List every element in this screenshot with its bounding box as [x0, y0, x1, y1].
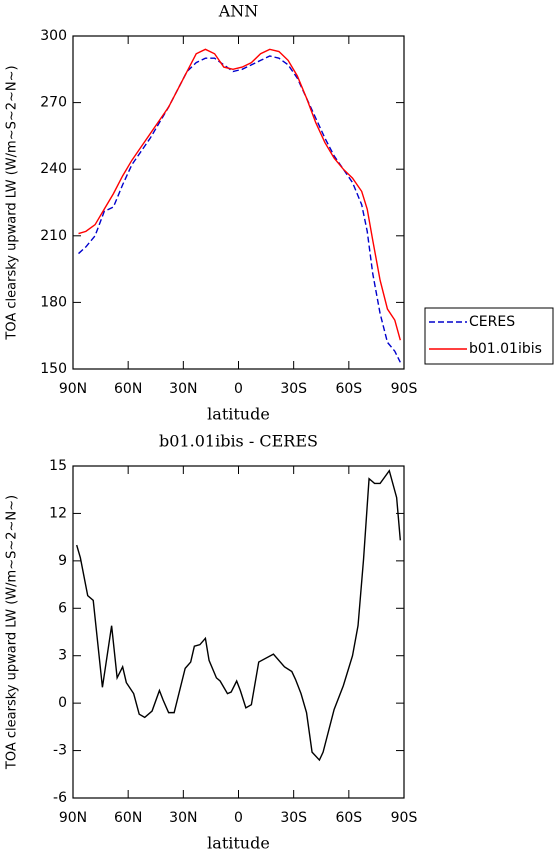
y-axis-label: TOA clearsky upward LW (W/m~S~2~N~) — [5, 495, 20, 770]
y-axis-label: TOA clearsky upward LW (W/m~S~2~N~) — [5, 65, 20, 340]
y-tick-label: 150 — [40, 361, 67, 377]
x-tick-label: 30N — [169, 381, 197, 397]
x-axis-label: latitude — [207, 405, 270, 424]
y-tick-label: 240 — [40, 161, 67, 177]
chart-title: ANN — [218, 2, 259, 21]
x-tick-label: 90N — [59, 810, 87, 826]
y-tick-label: -3 — [53, 743, 67, 759]
data-line — [76, 469, 402, 762]
y-tick-label: 300 — [40, 28, 67, 44]
x-tick-label: 60N — [114, 381, 142, 397]
data-line — [78, 48, 401, 341]
y-tick-label: 180 — [40, 294, 67, 310]
data-line — [78, 55, 401, 363]
y-tick-label: 0 — [58, 695, 67, 711]
y-tick-label: -6 — [53, 790, 67, 806]
legend-box — [424, 307, 554, 365]
x-tick-label: 90S — [391, 810, 418, 826]
y-tick-label: 3 — [58, 648, 67, 664]
x-tick-label: 90S — [391, 381, 418, 397]
x-tick-label: 90N — [59, 381, 87, 397]
x-tick-label: 30S — [280, 381, 307, 397]
plot-frame — [72, 35, 405, 370]
y-tick-label: 6 — [58, 600, 67, 616]
legend-label: CERES — [469, 314, 515, 330]
plot-frame — [72, 465, 405, 799]
x-tick-label: 60S — [335, 381, 362, 397]
legend-label: b01.01ibis — [469, 341, 542, 357]
y-tick-label: 15 — [49, 458, 67, 474]
x-tick-label: 30N — [169, 810, 197, 826]
x-tick-label: 30S — [280, 810, 307, 826]
y-tick-label: 9 — [58, 553, 67, 569]
x-tick-label: 60S — [335, 810, 362, 826]
x-tick-label: 60N — [114, 810, 142, 826]
y-tick-label: 270 — [40, 95, 67, 111]
y-tick-label: 12 — [49, 505, 67, 521]
chart-title: b01.01ibis - CERES — [159, 432, 318, 451]
x-tick-label: 0 — [234, 810, 243, 826]
x-axis-label: latitude — [207, 834, 270, 852]
y-tick-label: 210 — [40, 228, 67, 244]
x-tick-label: 0 — [234, 381, 243, 397]
